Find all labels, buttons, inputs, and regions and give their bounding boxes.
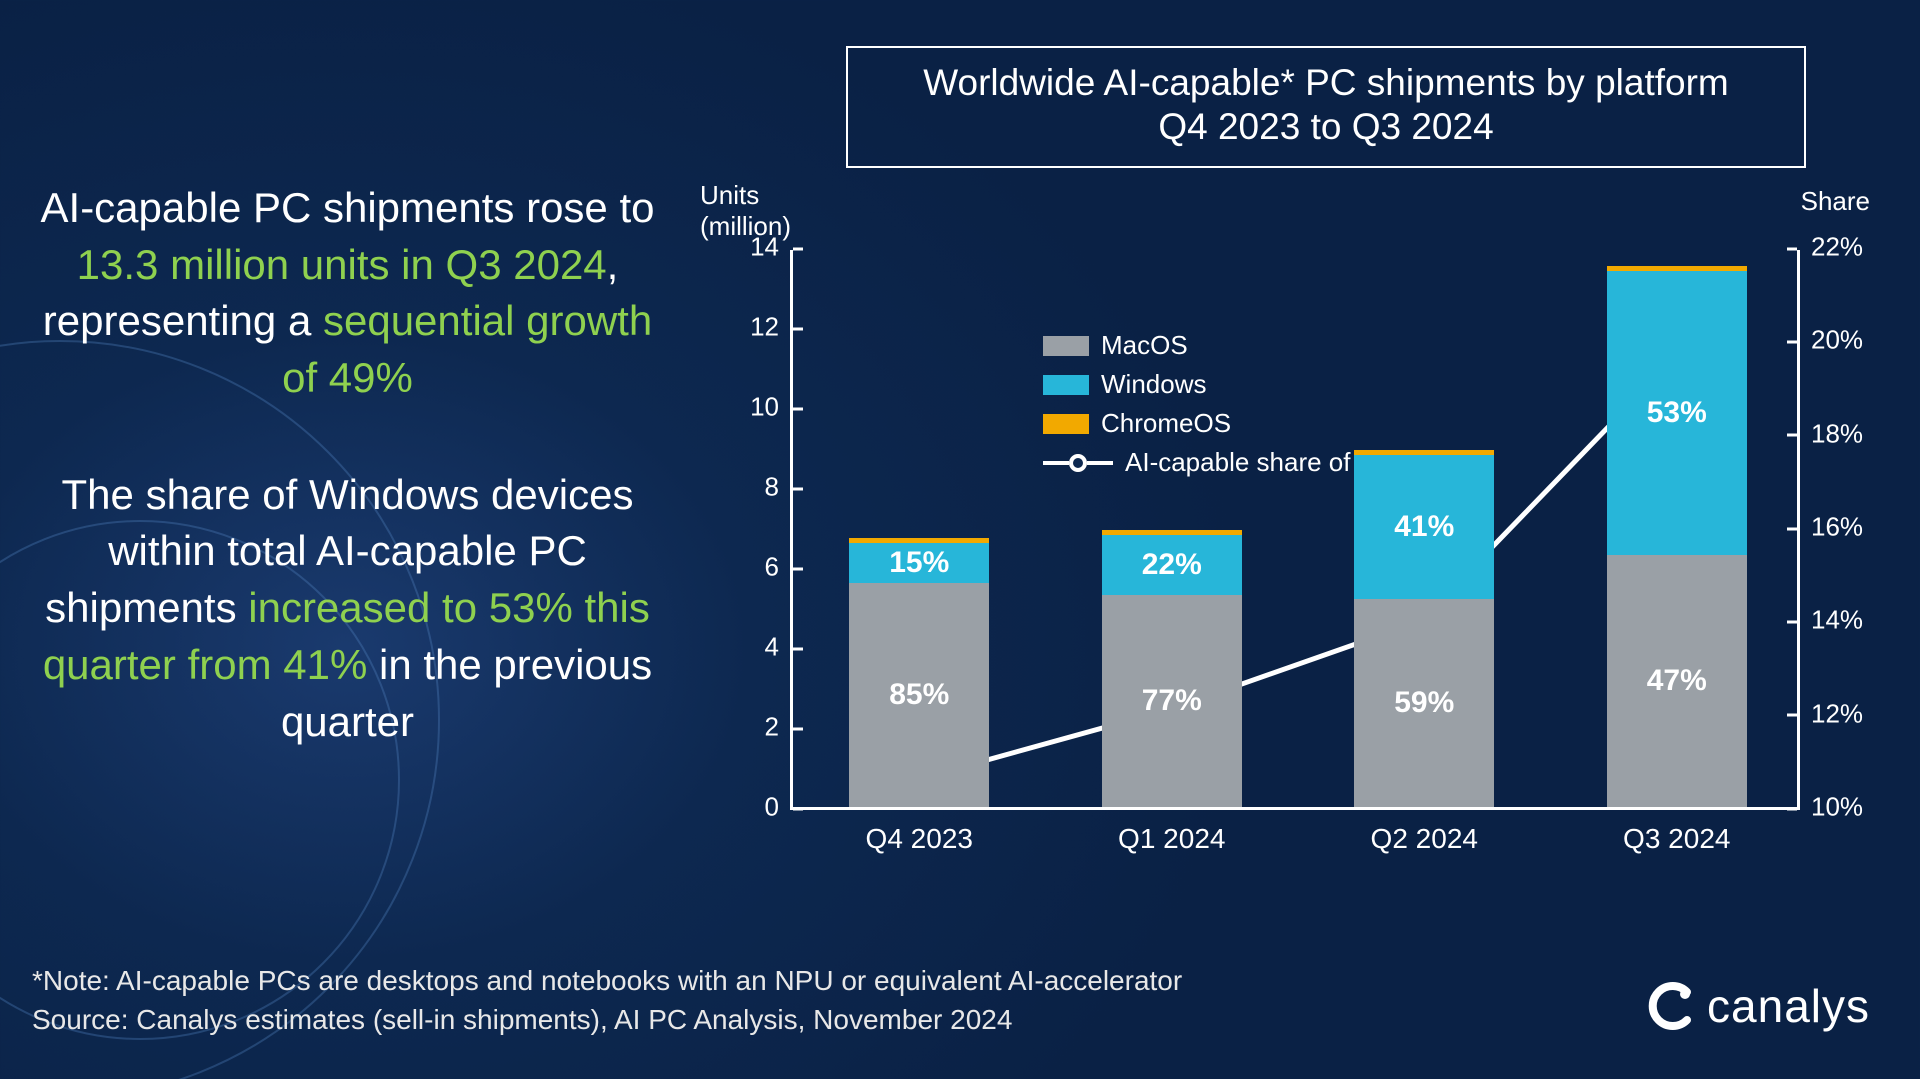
y-tick: 4 [765,632,779,663]
y2-tick: 22% [1811,232,1863,263]
x-category-label: Q1 2024 [1118,823,1225,855]
bar-segment-chromeos [1607,266,1747,271]
bar-segment-windows: 41% [1354,455,1494,599]
chart-title-box: Worldwide AI-capable* PC shipments by pl… [846,46,1806,168]
y-tick: 6 [765,552,779,583]
chart-title-line2: Q4 2023 to Q3 2024 [868,106,1784,148]
y-tick: 12 [750,312,779,343]
bar-segment-windows: 15% [849,543,989,583]
bar-segment-macos: 59% [1354,599,1494,807]
bar-segment-macos: 77% [1102,595,1242,807]
y2-tick: 20% [1811,325,1863,356]
bar-segment-windows: 22% [1102,535,1242,595]
summary-text: AI-capable PC shipments rose to 13.3 mil… [30,180,665,750]
bar-segment-chromeos [849,538,989,543]
canalys-logo-icon [1647,982,1695,1030]
bar-group: 47%53% [1607,266,1747,807]
x-category-label: Q4 2023 [866,823,973,855]
plot-region: MacOSWindowsChromeOSAI-capable share of … [790,250,1800,810]
y-tick: 0 [765,792,779,823]
footnote: *Note: AI-capable PCs are desktops and n… [32,961,1182,1039]
footnote-line2: Source: Canalys estimates (sell-in shipm… [32,1000,1182,1039]
bar-segment-chromeos [1354,450,1494,455]
chart-title-line1: Worldwide AI-capable* PC shipments by pl… [868,62,1784,104]
highlight-text: 13.3 million units in Q3 2024 [77,241,607,288]
y2-axis-title: Share [1801,186,1870,217]
footnote-line1: *Note: AI-capable PCs are desktops and n… [32,961,1182,1000]
canalys-logo-text: canalys [1707,979,1870,1033]
x-category-label: Q3 2024 [1623,823,1730,855]
x-category-label: Q2 2024 [1371,823,1478,855]
bar-segment-macos: 85% [849,583,989,807]
bar-segment-chromeos [1102,530,1242,535]
share-line [919,361,1672,779]
bar-segment-macos: 47% [1607,555,1747,807]
y2-tick: 10% [1811,792,1863,823]
y2-tick: 14% [1811,605,1863,636]
y2-tick: 12% [1811,698,1863,729]
bar-group: 59%41% [1354,450,1494,807]
y-tick: 14 [750,232,779,263]
canalys-logo: canalys [1647,979,1870,1033]
summary-paragraph-2: The share of Windows devices within tota… [30,467,665,750]
y2-tick: 18% [1811,418,1863,449]
y-tick: 2 [765,712,779,743]
chart-area: Units (million) Share MacOSWindowsChrome… [700,180,1880,900]
bar-segment-windows: 53% [1607,271,1747,555]
y-tick: 10 [750,392,779,423]
y2-tick: 16% [1811,512,1863,543]
highlight-text: sequential growth of 49% [282,297,652,401]
summary-paragraph-1: AI-capable PC shipments rose to 13.3 mil… [30,180,665,407]
bar-group: 85%15% [849,538,989,807]
bar-group: 77%22% [1102,530,1242,807]
y-tick: 8 [765,472,779,503]
